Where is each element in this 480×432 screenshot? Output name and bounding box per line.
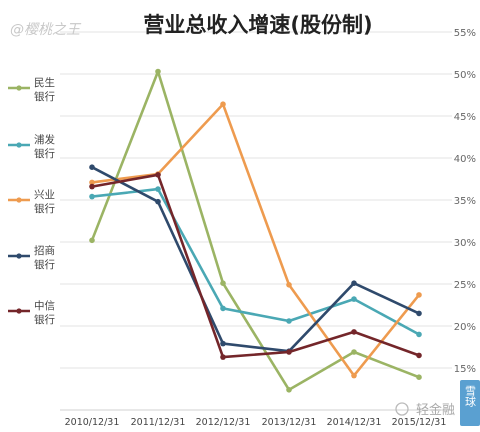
data-point [416, 374, 422, 381]
series-line [90, 70, 420, 392]
watermark-bottom-group: 轻金融 [395, 402, 455, 418]
legend-swatch-dot [16, 85, 22, 91]
data-point [351, 349, 357, 355]
data-point [220, 305, 226, 312]
y-tick-label: 30% [454, 238, 476, 249]
x-tick-label: 2010/12/31 [65, 417, 120, 428]
legend-swatch-dot [16, 253, 22, 259]
data-point [220, 101, 226, 107]
legend-label: 浦发 [34, 133, 55, 146]
data-point [155, 172, 161, 178]
series-line [91, 102, 421, 377]
legend-label: 银行 [34, 202, 55, 215]
data-point [286, 349, 292, 355]
legend-label: 银行 [34, 258, 55, 271]
x-tick-label: 2014/12/31 [327, 417, 382, 428]
y-axis-tick-labels: 15% 20% 25% 30% 35% 40% 45% 50% 55% [454, 28, 476, 375]
watermark-side: 雪球 [464, 385, 477, 407]
x-tick-label: 2013/12/31 [262, 417, 317, 428]
data-point [286, 387, 292, 393]
legend-swatch-dot [16, 142, 22, 148]
data-point [89, 193, 95, 200]
data-point [155, 186, 161, 192]
data-point [351, 329, 357, 335]
series-line [91, 166, 420, 353]
legend-swatch-dot [16, 197, 22, 203]
data-point [89, 179, 95, 186]
data-point [416, 310, 422, 317]
y-tick-label: 55% [454, 28, 476, 39]
chart-title: 营业总收入增速(股份制) [143, 13, 372, 37]
y-tick-label: 50% [454, 70, 476, 81]
legend-label: 招商 [34, 244, 55, 257]
y-tick-label: 40% [454, 154, 476, 165]
data-point [89, 237, 95, 244]
xueqiu-logo [460, 380, 480, 426]
y-tick-label: 25% [454, 280, 476, 291]
data-point [286, 282, 292, 288]
legend-label: 银行 [34, 90, 55, 103]
series-line [91, 187, 420, 336]
data-point [89, 164, 95, 170]
data-point [286, 318, 292, 324]
legend-label: 银行 [34, 313, 55, 326]
data-point [89, 183, 95, 190]
data-point [416, 331, 422, 338]
legend-label: 民生 [34, 76, 55, 89]
legend-label: 中信 [34, 299, 55, 312]
series-4 [89, 172, 422, 360]
y-tick-label: 45% [454, 112, 476, 123]
y-tick-label: 35% [454, 196, 476, 207]
y-tick-label: 15% [454, 364, 476, 375]
series-lines [89, 68, 422, 393]
data-point [351, 296, 357, 302]
legend-swatch-dot [16, 308, 22, 314]
data-point [220, 340, 226, 347]
data-point [155, 198, 161, 205]
x-axis-tick-labels: 2010/12/31 2011/12/31 2012/12/31 2013/12/31… [65, 417, 447, 428]
data-point [155, 68, 161, 75]
watermark-bottom: 轻金融 [416, 402, 455, 418]
x-tick-label: 2011/12/31 [131, 417, 186, 428]
x-tick-label: 2012/12/31 [196, 417, 251, 428]
x-tick-label: 2015/12/31 [392, 417, 447, 428]
y-tick-label: 20% [454, 322, 476, 333]
watermark-top: @樱桃之王 [10, 22, 82, 38]
series-1 [89, 186, 422, 338]
series-0 [89, 68, 422, 393]
wechat-icon [395, 402, 409, 416]
data-point [220, 280, 226, 287]
data-point [416, 292, 422, 298]
data-point [416, 352, 422, 359]
legend-label: 兴业 [34, 189, 55, 201]
data-point [351, 372, 357, 379]
data-point [351, 280, 357, 287]
series-line [91, 173, 420, 359]
legend-label: 银行 [34, 147, 55, 160]
data-point [220, 354, 226, 360]
